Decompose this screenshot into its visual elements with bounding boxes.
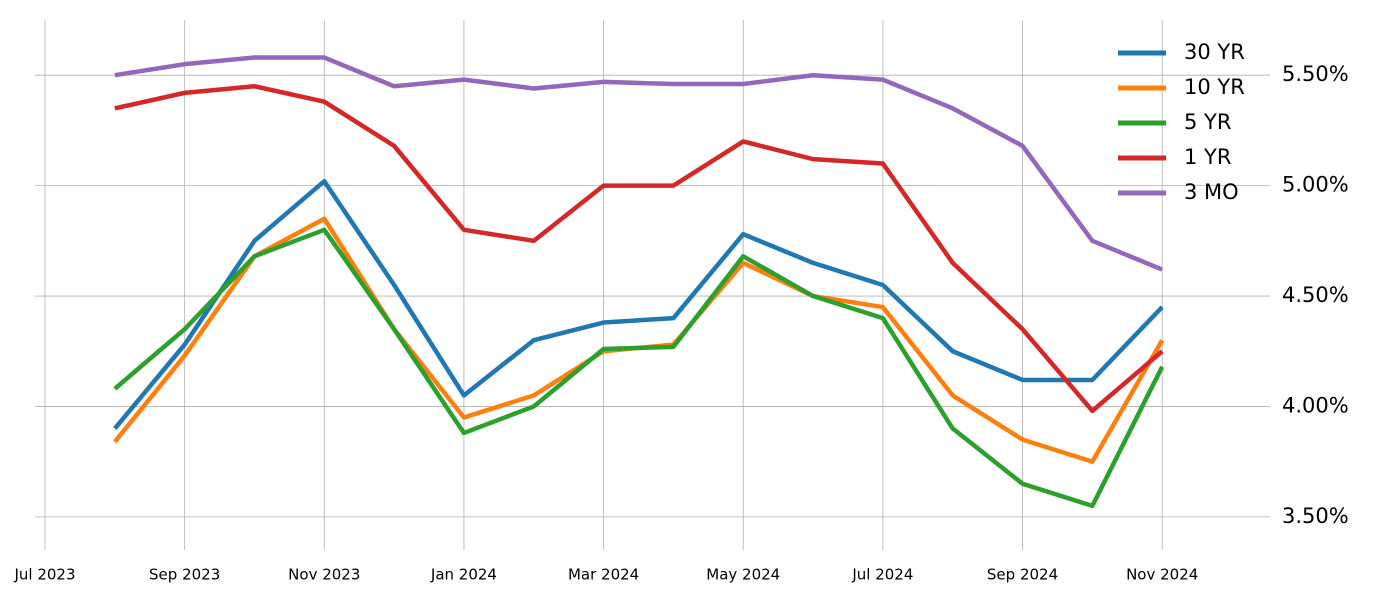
x-tick-label: Mar 2024 [568,566,639,584]
legend-label: 3 MO [1184,180,1239,204]
x-tick-label: Jul 2024 [851,566,913,584]
series-line [113,216,1165,464]
series-line [113,227,1165,509]
y-tick-label: 4.00% [1282,393,1349,417]
legend-label: 10 YR [1184,75,1245,99]
series-line [114,55,1164,272]
y-tick-label: 3.50% [1282,504,1349,528]
y-tick-label: 4.50% [1282,283,1349,307]
x-tick-label: Jul 2023 [13,566,75,584]
x-tick-label: Sep 2024 [987,566,1058,584]
y-tick-label: 5.50% [1282,62,1349,86]
legend-label: 1 YR [1184,145,1231,169]
x-tick-label: May 2024 [706,566,780,584]
x-tick-label: Jan 2024 [430,566,497,584]
x-tick-label: Sep 2023 [149,566,220,584]
legend-label: 30 YR [1184,40,1245,64]
series-line [113,178,1164,430]
legend-label: 5 YR [1184,110,1231,134]
x-tick-label: Nov 2024 [1126,566,1198,584]
y-tick-label: 5.00% [1282,173,1349,197]
x-tick-label: Nov 2023 [288,566,360,584]
series-line [114,84,1164,414]
